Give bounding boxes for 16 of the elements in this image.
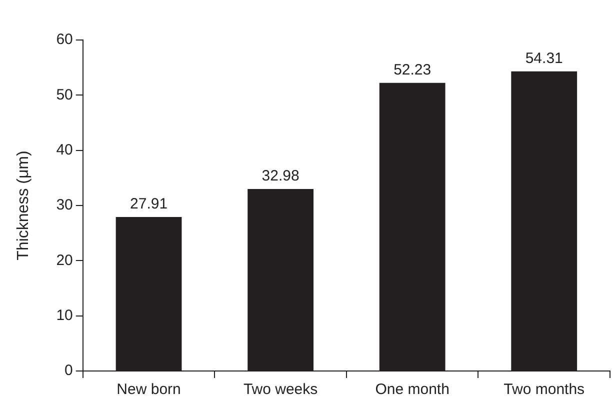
y-tick-label: 40 [56, 141, 73, 158]
data-label: 54.31 [525, 50, 563, 68]
y-tick-label: 20 [56, 252, 73, 269]
x-tick-label: New born [116, 381, 181, 398]
y-tick-label: 30 [56, 196, 73, 214]
y-tick-label: 60 [56, 31, 73, 48]
x-tick-label: One month [375, 381, 450, 398]
x-tick-label: Two months [504, 381, 585, 398]
data-label: 32.98 [262, 168, 300, 185]
y-axis-title: Thickness (μm) [15, 150, 32, 260]
x-tick-label: Two weeks [243, 381, 318, 398]
data-label: 52.23 [394, 62, 432, 79]
y-tick-label: 0 [64, 362, 73, 380]
y-tick-label: 10 [56, 306, 73, 324]
y-tick-label: 50 [56, 86, 73, 104]
data-label: 27.91 [130, 196, 168, 213]
